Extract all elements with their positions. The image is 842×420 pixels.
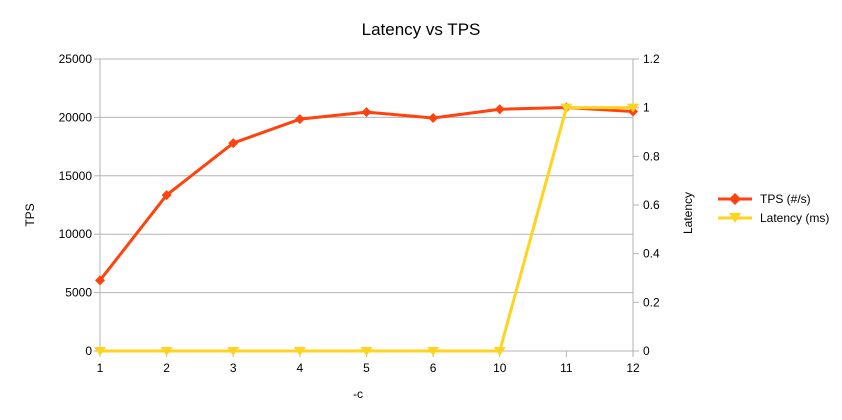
- chart-title: Latency vs TPS: [362, 20, 481, 39]
- y2-tick-label: 0.2: [643, 295, 660, 309]
- series-1-point: [227, 347, 240, 356]
- series-1-point: [94, 347, 106, 356]
- series-0-point: [228, 138, 239, 149]
- grid-layer: [100, 58, 633, 294]
- legend-item-tps: TPS (#/s): [718, 192, 811, 206]
- y-tick-label: 15000: [59, 169, 93, 183]
- series-1-point: [360, 347, 373, 356]
- y2-tick-label: 0.8: [643, 149, 660, 163]
- y-tick-label: 20000: [59, 110, 93, 124]
- labels-layer: 050001000015000200002500000.20.40.60.811…: [59, 52, 660, 375]
- series-layer: [94, 102, 639, 356]
- series-1-point: [293, 347, 306, 356]
- x-tick-label: 3: [230, 361, 237, 375]
- series-0-point: [494, 104, 505, 115]
- x-tick-label: 10: [493, 361, 507, 375]
- series-0-point: [161, 190, 172, 201]
- y-axis-title: TPS: [23, 203, 37, 226]
- legend-label-latency: Latency (ms): [760, 211, 829, 225]
- y-tick-label: 10000: [59, 227, 93, 241]
- y-tick-label: 0: [85, 344, 92, 358]
- series-0-point: [361, 107, 372, 118]
- x-tick-label: 6: [430, 361, 437, 375]
- legend-label-tps: TPS (#/s): [760, 192, 811, 206]
- y2-tick-label: 0.4: [643, 247, 660, 261]
- axes-layer: [94, 58, 639, 357]
- x-tick-label: 1: [97, 361, 104, 375]
- legend-item-latency: Latency (ms): [718, 211, 829, 225]
- x-tick-label: 11: [560, 361, 573, 375]
- series-1-point: [627, 103, 639, 113]
- y2-axis-title: Latency: [681, 192, 695, 234]
- series-1-point: [427, 347, 440, 356]
- series-line-0: [98, 105, 634, 282]
- series-0-point: [95, 275, 105, 286]
- series-1-point: [560, 103, 573, 113]
- legend-marker-latency: [729, 213, 741, 223]
- series-1-point: [493, 347, 506, 356]
- x-tick-label: 5: [363, 361, 370, 375]
- series-0-point: [428, 112, 439, 123]
- y2-tick-label: 0: [643, 344, 650, 358]
- x-tick-label: 4: [297, 361, 304, 375]
- series-1-point: [160, 347, 173, 356]
- y2-tick-label: 0.6: [643, 198, 660, 212]
- y-tick-label: 5000: [65, 286, 92, 300]
- y2-tick-label: 1: [643, 101, 650, 115]
- legend: TPS (#/s) Latency (ms): [718, 192, 829, 225]
- legend-marker-tps: [729, 193, 741, 205]
- x-axis-title: -c: [353, 387, 363, 401]
- series-0-point: [294, 114, 305, 125]
- series-line-1: [100, 106, 633, 353]
- y2-tick-label: 1.2: [643, 52, 660, 66]
- x-tick-label: 12: [626, 361, 640, 375]
- x-tick-label: 2: [163, 361, 170, 375]
- y-tick-label: 25000: [59, 52, 93, 66]
